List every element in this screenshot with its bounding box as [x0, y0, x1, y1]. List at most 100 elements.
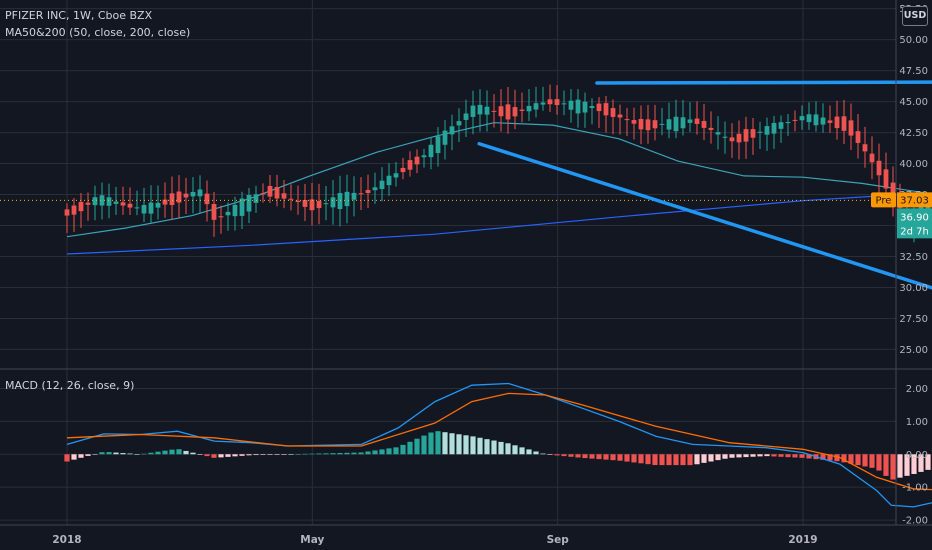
candle-body — [701, 120, 707, 128]
candle-body — [757, 131, 763, 133]
candle-body — [99, 195, 105, 206]
macd-histogram-bar — [85, 454, 91, 456]
candle-body — [799, 116, 805, 121]
candle-body — [197, 189, 203, 197]
candle-body — [162, 199, 168, 205]
macd-histogram-bar — [547, 454, 553, 455]
signal-line — [66, 392, 932, 491]
candle-body — [820, 117, 826, 125]
macd-histogram-bar — [820, 454, 826, 460]
macd-histogram-bar — [344, 452, 350, 455]
macd-histogram-bar — [477, 437, 483, 455]
time-tick-label: May — [300, 534, 324, 546]
candle-body — [260, 193, 266, 195]
candle-body — [120, 202, 126, 206]
macd-histogram-bar — [505, 443, 511, 455]
candle-body — [92, 197, 98, 206]
macd-histogram-bar — [722, 454, 728, 459]
macd-histogram-bar — [71, 454, 77, 460]
macd-histogram-bar — [302, 453, 308, 455]
macd-histogram-bar — [855, 454, 861, 466]
candle-body — [869, 153, 875, 163]
candle-body — [421, 155, 427, 158]
candle-body — [694, 118, 700, 124]
macd-histogram-bar — [456, 434, 462, 455]
macd-histogram-bar — [197, 454, 203, 455]
macd-indicator-title[interactable]: MACD (12, 26, close, 9) — [5, 379, 135, 392]
macd-histogram-bar — [190, 452, 196, 455]
macd-histogram-bar — [407, 441, 413, 455]
currency-badge[interactable]: USD — [902, 6, 928, 26]
candle-body — [281, 193, 287, 199]
macd-histogram-bar — [92, 454, 98, 455]
candle-body — [491, 110, 497, 112]
candle-body — [631, 120, 637, 124]
candle-body — [302, 199, 308, 207]
candle-body — [617, 114, 623, 118]
candle-body — [365, 189, 371, 194]
candle-body — [148, 202, 154, 214]
macd-histogram-bar — [99, 452, 105, 455]
macd-histogram-bar — [876, 454, 882, 471]
macd-histogram-bar — [232, 454, 238, 457]
triangle-drawing[interactable] — [477, 80, 932, 315]
candle-body — [435, 136, 441, 154]
macd-histogram-bar — [925, 454, 931, 470]
candle-body — [71, 205, 77, 215]
macd-histogram-bar — [414, 438, 420, 455]
candle-body — [722, 136, 728, 138]
candle-body — [736, 133, 742, 143]
candle-body — [64, 209, 70, 216]
candle-body — [155, 202, 161, 208]
candle-body — [190, 191, 196, 197]
candle-body — [827, 120, 833, 123]
macd-histogram-bar — [785, 454, 791, 458]
candle-body — [533, 103, 539, 110]
macd-histogram-bar — [715, 454, 721, 461]
macd-histogram-bar — [309, 453, 315, 455]
trendline — [477, 141, 932, 290]
candle-body — [645, 119, 651, 131]
price-tick-label: 42.50 — [899, 128, 928, 139]
candle-body — [428, 144, 434, 158]
candle-body — [323, 203, 329, 205]
symbol-title[interactable]: PFIZER INC, 1W, Cboe BZX — [5, 9, 153, 22]
candle-body — [876, 160, 882, 176]
macd-histogram-bar — [323, 453, 329, 455]
macd-histogram-bar — [904, 454, 910, 476]
time-tick-label: Sep — [547, 534, 570, 546]
candle-body — [750, 129, 756, 138]
candle-body — [337, 193, 343, 210]
macd-histogram-bar — [288, 454, 294, 455]
macd-histogram-bar — [701, 454, 707, 463]
candle-body — [183, 193, 189, 198]
pre-market-tag: Pre — [876, 195, 892, 206]
macd-histogram-bar — [253, 454, 259, 456]
macd-histogram-bar — [827, 454, 833, 461]
ma-indicator-title[interactable]: MA50&200 (50, close, 200, close) — [5, 26, 191, 39]
candle-body — [498, 106, 504, 117]
macd-histogram-bar — [372, 450, 378, 455]
candle-body — [246, 195, 252, 212]
price-tick-label: 27.50 — [899, 314, 928, 325]
candle-body — [267, 185, 273, 197]
macd-histogram-bar — [421, 435, 427, 455]
macd-histogram-bar — [358, 452, 364, 455]
macd-histogram-bar — [582, 454, 588, 459]
candle-body — [687, 119, 693, 123]
price-tick-label: 45.00 — [899, 97, 928, 108]
candle-body — [806, 114, 812, 123]
candle-body — [372, 187, 378, 191]
candle-body — [477, 104, 483, 115]
macd-histogram-bar — [596, 454, 602, 460]
candle-body — [106, 197, 112, 206]
macd-histogram-bar — [183, 450, 189, 455]
candle-body — [813, 114, 819, 126]
macd-histogram-bar — [330, 453, 336, 455]
macd-histogram-bar — [141, 453, 147, 455]
macd-histogram-bar — [652, 454, 658, 466]
price-tick-label: 40.00 — [899, 159, 928, 170]
macd-histogram-bar — [428, 432, 434, 455]
bar-countdown: 2d 7h — [900, 226, 929, 237]
